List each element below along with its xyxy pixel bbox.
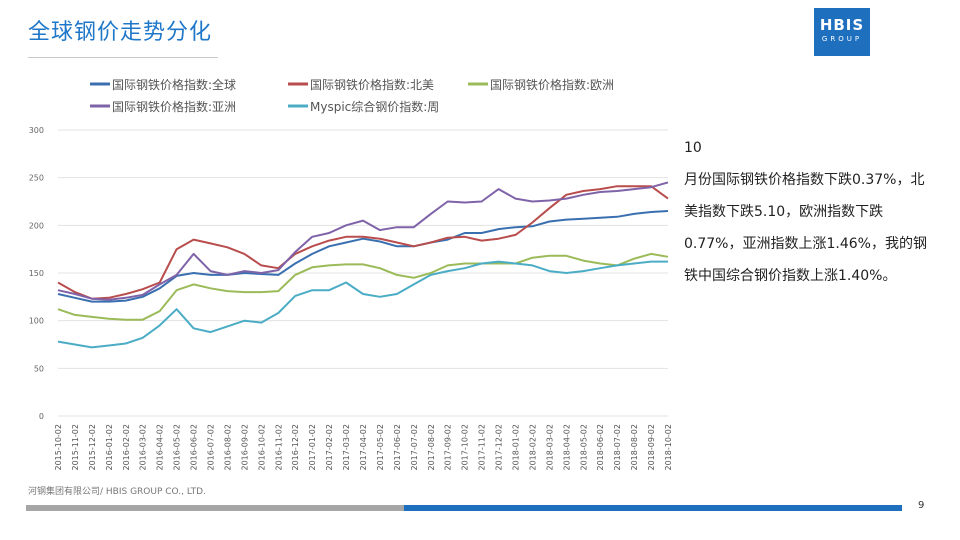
- y-tick-label: 250: [29, 174, 44, 183]
- x-tick-label: 2018-09-02: [647, 424, 656, 471]
- page-number: 9: [918, 500, 925, 511]
- slide-title: 全球钢价走势分化: [28, 20, 213, 45]
- x-tick-label: 2017-03-02: [342, 424, 351, 471]
- legend-label: Myspic综合钢价指数:周: [310, 99, 439, 114]
- x-tick-label: 2017-09-02: [444, 424, 453, 471]
- footer-company: 河钢集团有限公司/ HBIS GROUP CO., LTD.: [28, 487, 206, 497]
- legend-label: 国际钢铁价格指数:欧洲: [490, 77, 614, 92]
- x-tick-label: 2018-10-02: [664, 424, 673, 471]
- legend-label: 国际钢铁价格指数:全球: [112, 77, 236, 92]
- commentary: 10 月份国际钢铁价格指数下跌0.37%，北美指数下跌5.10，欧洲指数下跌0.…: [684, 132, 934, 292]
- x-tick-label: 2016-02-02: [122, 424, 131, 471]
- x-tick-label: 2017-02-02: [325, 424, 334, 471]
- y-tick-label: 150: [29, 269, 44, 278]
- x-tick-label: 2016-09-02: [240, 424, 249, 471]
- x-tick-label: 2015-11-02: [71, 424, 80, 471]
- x-tick-label: 2016-05-02: [173, 424, 182, 471]
- x-tick-label: 2016-08-02: [223, 424, 232, 471]
- y-tick-label: 300: [29, 126, 44, 135]
- x-tick-label: 2016-04-02: [156, 424, 165, 471]
- title-divider: [28, 57, 218, 58]
- x-tick-label: 2018-05-02: [579, 424, 588, 471]
- chart-series: [57, 181, 669, 349]
- x-tick-label: 2016-12-02: [291, 424, 300, 471]
- commentary-month: 10: [684, 140, 702, 156]
- x-tick-label: 2016-03-02: [139, 424, 148, 471]
- x-tick-label: 2017-06-02: [393, 424, 402, 471]
- x-tick-label: 2018-04-02: [562, 424, 571, 471]
- legend-label: 国际钢铁价格指数:北美: [310, 77, 434, 92]
- series-line-2: [57, 252, 669, 321]
- y-axis: 0 50 100 150 200 250 300: [29, 126, 44, 421]
- x-tick-label: 2018-03-02: [545, 424, 554, 471]
- y-tick-label: 200: [29, 221, 44, 230]
- x-tick-label: 2017-07-02: [410, 424, 419, 471]
- chart-grid: [58, 129, 668, 417]
- x-tick-label: 2015-10-02: [54, 424, 63, 471]
- x-tick-label: 2017-10-02: [461, 424, 470, 471]
- y-tick-label: 100: [29, 317, 44, 326]
- hbis-logo: HBIS GROUP: [814, 8, 870, 56]
- logo-subtext: GROUP: [821, 35, 863, 43]
- steel-price-chart: 国际钢铁价格指数:全球 国际钢铁价格指数:北美 国际钢铁价格指数:欧洲国际钢铁价格指…: [29, 77, 673, 471]
- x-tick-label: 2016-07-02: [207, 424, 216, 471]
- y-tick-label: 50: [34, 364, 44, 373]
- x-tick-label: 2017-01-02: [308, 424, 317, 471]
- x-tick-label: 2017-08-02: [427, 424, 436, 471]
- series-line-3: [57, 181, 669, 301]
- y-tick-label: 0: [39, 412, 44, 421]
- x-tick-label: 2018-08-02: [630, 424, 639, 471]
- x-axis: 2015-10-02 2015-11-02 2015-12-02 2016-01-02…: [54, 424, 673, 471]
- x-tick-label: 2016-06-02: [190, 424, 199, 471]
- x-tick-label: 2017-11-02: [478, 424, 487, 471]
- x-tick-label: 2017-04-02: [359, 424, 368, 471]
- x-tick-label: 2018-06-02: [596, 424, 605, 471]
- x-tick-label: 2018-02-02: [528, 424, 537, 471]
- footer-bar-blue: [404, 505, 902, 511]
- series-line-0: [57, 210, 669, 303]
- series-line-1: [57, 185, 669, 300]
- x-tick-label: 2015-12-02: [88, 424, 97, 471]
- x-tick-label: 2018-07-02: [613, 424, 622, 471]
- commentary-body: 月份国际钢铁价格指数下跌0.37%，北美指数下跌5.10，欧洲指数下跌0.77%…: [684, 172, 927, 284]
- series-line-4: [57, 260, 668, 349]
- x-tick-label: 2017-12-02: [495, 424, 504, 471]
- x-tick-label: 2016-10-02: [257, 424, 266, 471]
- logo-wordmark: HBIS: [819, 16, 865, 34]
- x-tick-label: 2018-01-02: [512, 424, 521, 471]
- x-tick-label: 2017-05-02: [376, 424, 385, 471]
- footer-bar-gray: [26, 505, 404, 511]
- x-tick-label: 2016-11-02: [274, 424, 283, 471]
- x-tick-label: 2016-01-02: [105, 424, 114, 471]
- legend-label: 国际钢铁价格指数:亚洲: [112, 99, 236, 114]
- chart-legend: 国际钢铁价格指数:全球 国际钢铁价格指数:北美 国际钢铁价格指数:欧洲国际钢铁价格指…: [90, 77, 614, 114]
